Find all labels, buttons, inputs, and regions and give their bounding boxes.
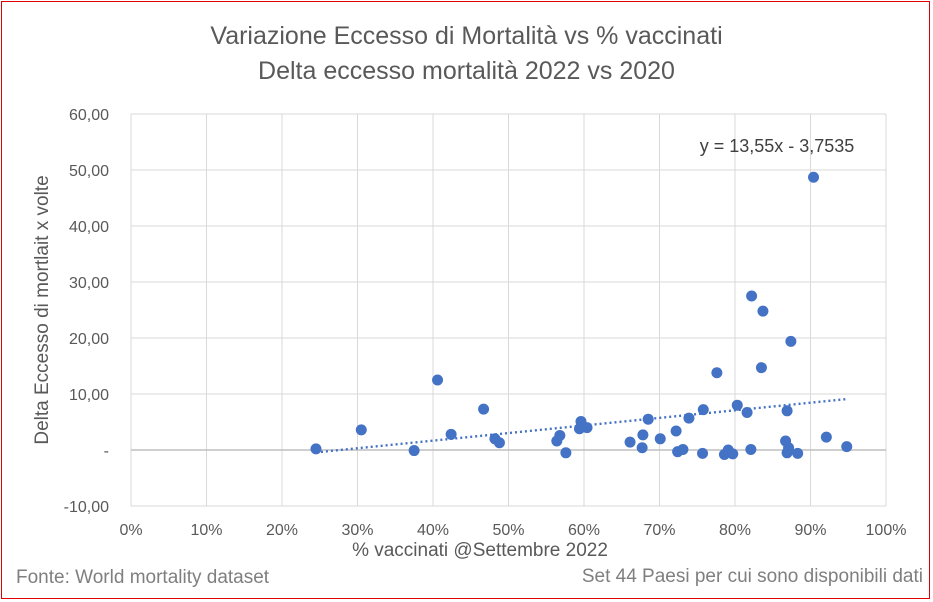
x-tick-label: 10% [190,522,222,539]
data-point [581,422,593,434]
trendline-equation: y = 13,55x - 3,7535 [700,136,855,156]
data-point [408,445,420,457]
data-point [493,437,505,449]
data-point [745,443,757,455]
x-tick-label: 50% [492,522,524,539]
data-points [310,171,853,460]
data-point [841,441,853,453]
data-point [757,305,769,317]
source-note: Fonte: World mortality dataset [16,567,270,588]
x-tick-label: 40% [417,522,449,539]
data-point [677,443,689,455]
x-tick-label: 70% [643,522,675,539]
chart-subtitle: Delta eccesso mortalità 2022 vs 2020 [258,57,675,85]
y-tick-label: -10,00 [64,499,109,516]
y-tick-label: - [104,443,109,460]
x-tick-label: 0% [119,522,142,539]
data-point [697,404,709,416]
x-tick-label: 90% [794,522,826,539]
data-point [697,447,709,459]
data-point [781,405,793,417]
x-tick-label: 30% [341,522,373,539]
data-point [670,425,682,437]
x-tick-labels: 0% 10% 20% 30% 40% 50% 60% 70% 80% 90% 100% [119,522,906,539]
data-point [820,431,832,443]
data-point [432,374,444,386]
data-point [355,424,367,436]
x-tick-label: 100% [866,522,907,539]
x-axis-label: % vaccinati @Settembre 2022 [352,540,608,561]
data-point [642,413,654,425]
y-tick-label: 40,00 [69,219,109,236]
y-axis-label: Delta Eccesso di mortlait x volte [32,175,53,444]
y-tick-label: 20,00 [69,331,109,348]
data-point [783,442,795,454]
x-tick-label: 80% [719,522,751,539]
y-tick-label: 60,00 [69,107,109,124]
data-point [654,433,666,445]
data-point [554,429,566,441]
grid-lines [130,113,887,507]
data-point [683,412,695,424]
data-point [727,448,739,460]
dataset-note: Set 44 Paesi per cui sono disponibili da… [581,566,923,587]
data-point [310,443,322,455]
data-point [624,436,636,448]
data-point [637,429,649,441]
data-point [445,428,457,440]
y-tick-label: 50,00 [69,163,109,180]
data-point [785,335,797,347]
data-point [746,290,758,302]
y-tick-label: 10,00 [69,387,109,404]
data-point [560,447,572,459]
x-tick-label: 20% [266,522,298,539]
data-point [808,171,820,183]
y-tick-label: 30,00 [69,275,109,292]
data-point [741,406,753,418]
chart-title: Variazione Eccesso di Mortalità vs % vac… [210,22,723,50]
data-point [792,447,804,459]
data-point [711,367,723,379]
data-point [636,442,648,454]
x-tick-label: 60% [568,522,600,539]
data-point [478,403,490,415]
data-point [731,399,743,411]
data-point [755,362,767,374]
